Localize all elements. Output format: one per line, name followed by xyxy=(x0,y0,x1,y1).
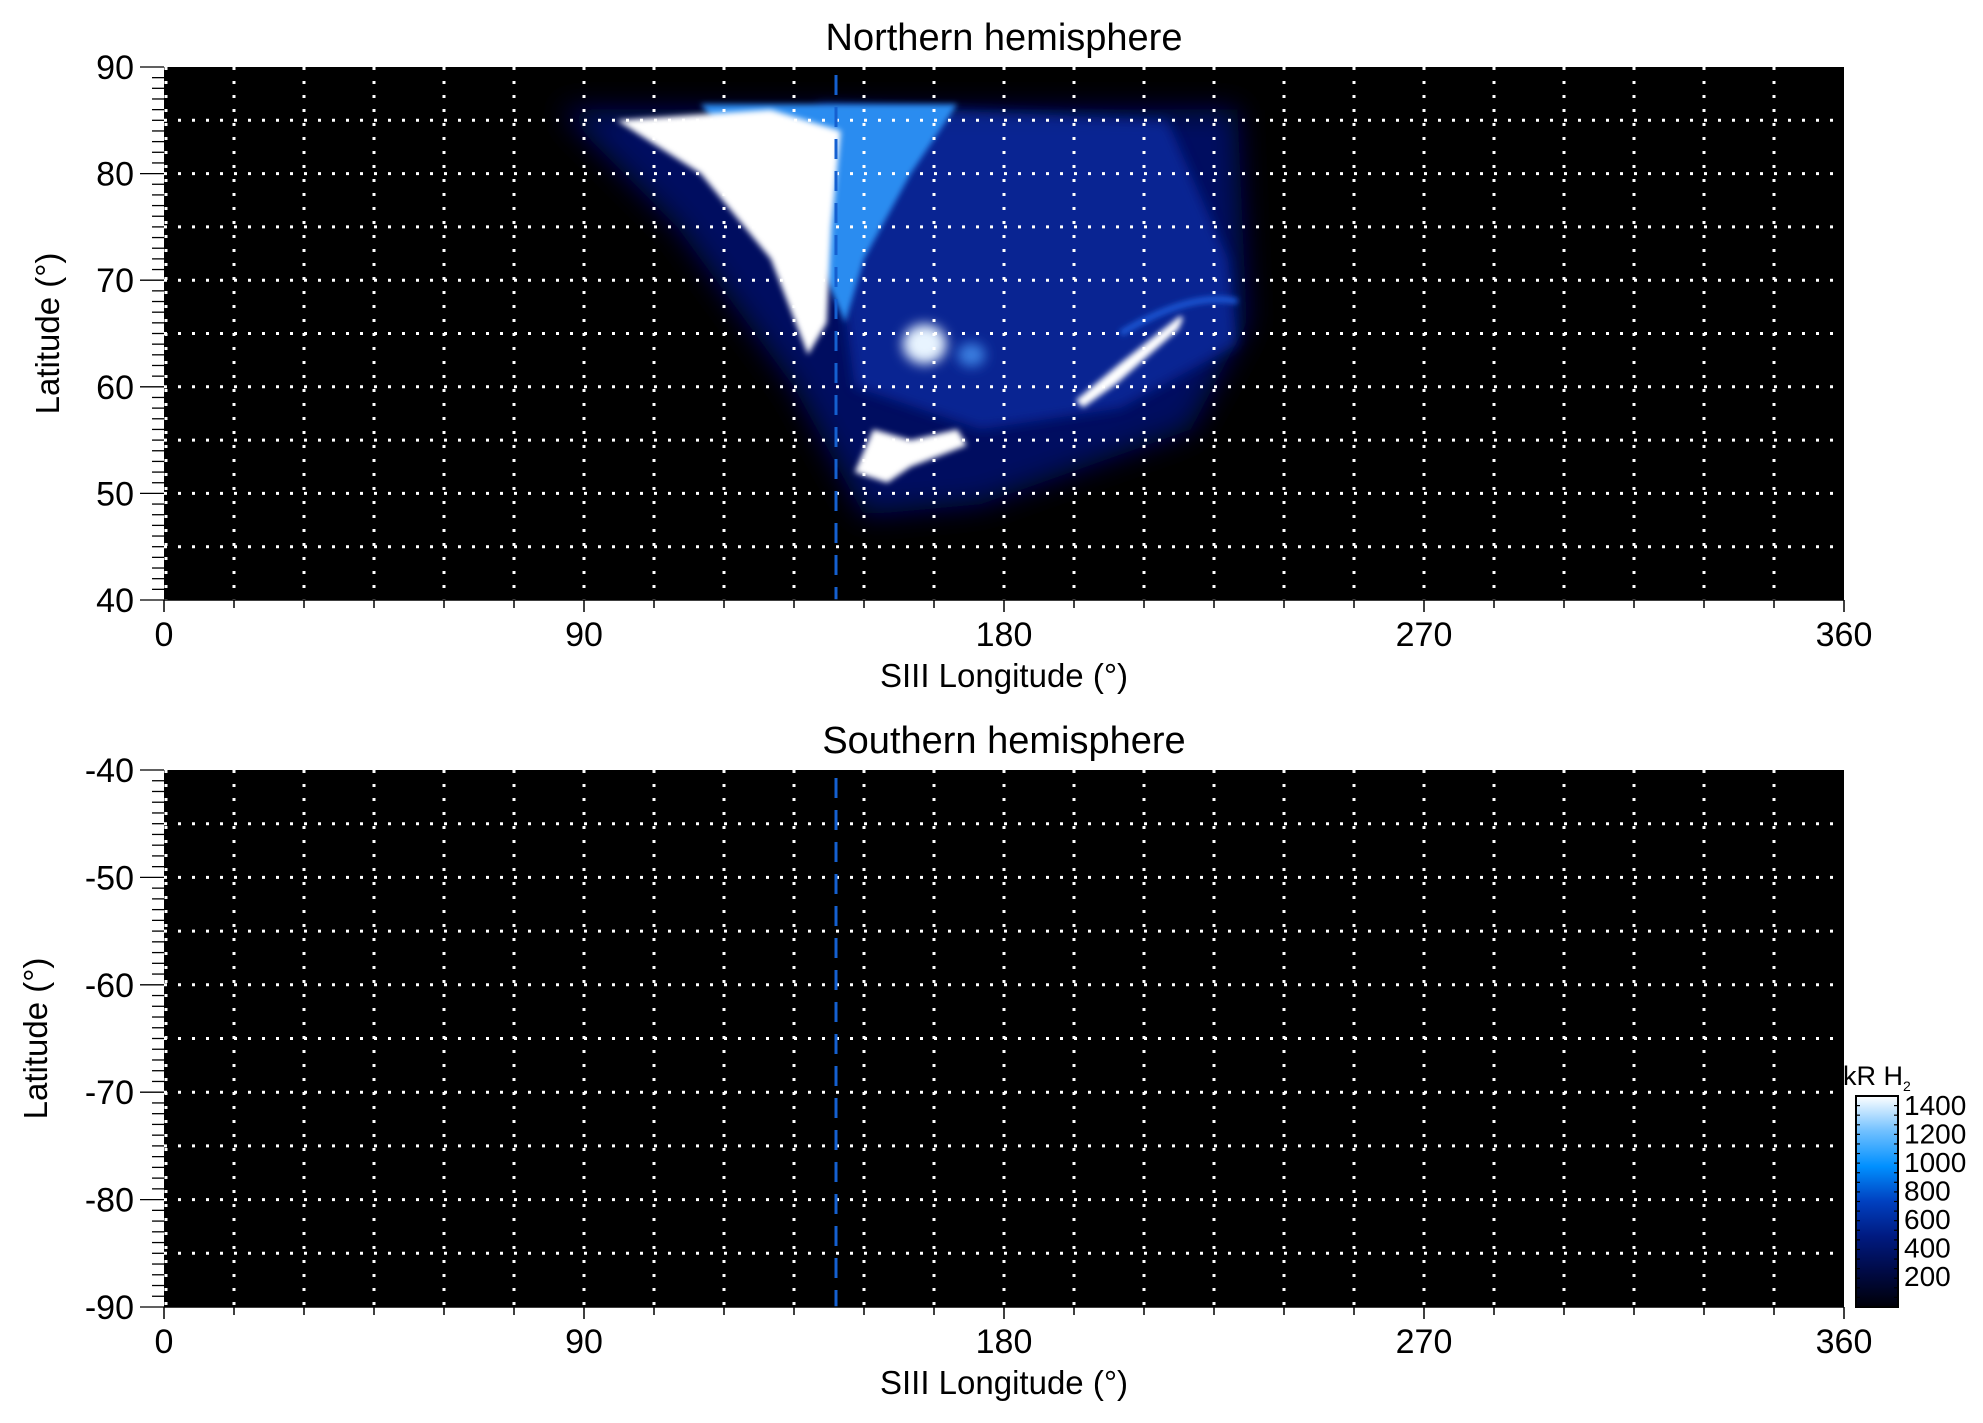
x-tick-label: 0 xyxy=(155,1323,174,1361)
y-tick-label: -40 xyxy=(85,752,134,790)
x-tick-label: 180 xyxy=(976,1323,1033,1361)
emission-spot-secondary xyxy=(957,342,986,367)
colorbar-tick-label: 400 xyxy=(1904,1233,1951,1264)
y-tick-label: -80 xyxy=(85,1182,134,1220)
x-tick-label: 360 xyxy=(1816,616,1873,654)
y-tick-label: 90 xyxy=(96,49,134,87)
y-tick-label: 40 xyxy=(96,582,134,620)
x-tick-label: 90 xyxy=(565,1323,603,1361)
x-tick-label: 90 xyxy=(565,616,603,654)
aurora-emission xyxy=(560,104,1247,515)
y-tick-label: -90 xyxy=(85,1289,134,1327)
x-axis-label: SIII Longitude (°) xyxy=(880,657,1128,694)
y-tick-label: -70 xyxy=(85,1074,134,1112)
x-tick-label: 270 xyxy=(1396,1323,1453,1361)
emission-arc-streak xyxy=(1075,315,1184,408)
colorbar-tick-label: 1200 xyxy=(1904,1119,1966,1150)
y-tick-label: 60 xyxy=(96,369,134,407)
emission-bright-patch xyxy=(854,429,967,483)
emission-streak-outer xyxy=(1119,296,1238,337)
x-tick-label: 270 xyxy=(1396,616,1453,654)
y-axis-label: Latitude (°) xyxy=(17,958,54,1120)
colorbar-tick-label: 1000 xyxy=(1904,1147,1966,1178)
y-axis-label: Latitude (°) xyxy=(29,253,66,415)
colorbar-title-text: kR H xyxy=(1843,1061,1903,1091)
x-axis-label: SIII Longitude (°) xyxy=(880,1364,1128,1401)
colorbar-title-subscript: 2 xyxy=(1903,1078,1911,1094)
x-tick-label: 180 xyxy=(976,616,1033,654)
southern-panel: 0 90 180 270 360 -40 -50 -60 -70 -80 -90 Southern h… xyxy=(17,720,1872,1401)
emission-main-arc xyxy=(616,109,841,355)
colorbar-tick-label: 200 xyxy=(1904,1261,1951,1292)
x-tick-label: 360 xyxy=(1816,1323,1873,1361)
y-tick-label: -50 xyxy=(85,859,134,897)
colorbar-tick-label: 1400 xyxy=(1904,1090,1966,1121)
chart-title: Northern hemisphere xyxy=(826,17,1183,59)
y-tick-label: 70 xyxy=(96,262,134,300)
colorbar-title: kR H2 xyxy=(1843,1061,1911,1094)
colorbar-tick-label: 800 xyxy=(1904,1176,1951,1207)
northern-panel: 0 90 180 270 360 40 50 60 70 80 90 Northern hemisph… xyxy=(29,17,1872,694)
colorbar-gradient xyxy=(1855,1095,1899,1308)
x-tick-label: 0 xyxy=(155,616,174,654)
y-tick-label: 80 xyxy=(96,156,134,194)
y-tick-label: 50 xyxy=(96,475,134,513)
colorbar-tick-label: 600 xyxy=(1904,1204,1951,1235)
y-tick-label: -60 xyxy=(85,967,134,1005)
emission-bright-spot xyxy=(902,324,947,365)
chart-title: Southern hemisphere xyxy=(822,720,1185,762)
